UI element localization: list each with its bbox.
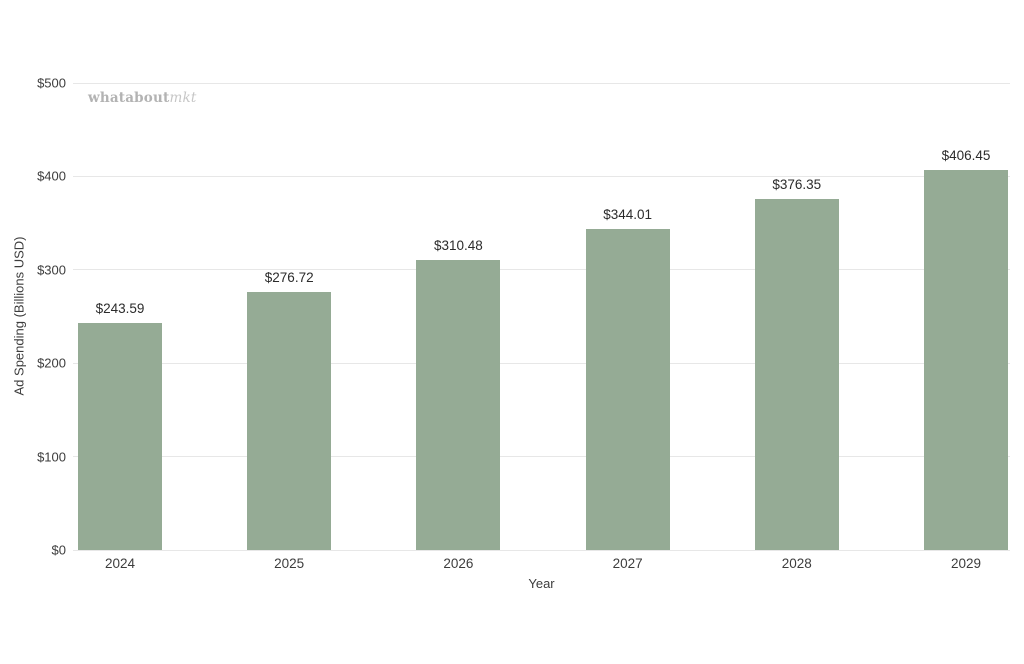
bar-value-label: $276.72 <box>264 269 314 285</box>
watermark: whataboutmkt <box>88 90 196 106</box>
bar-value-label: $406.45 <box>941 148 991 164</box>
y-tick-label: $400 <box>37 168 66 184</box>
bar-2026 <box>416 260 501 550</box>
y-tick-label: $100 <box>37 449 66 465</box>
x-tick-label: 2024 <box>104 556 136 571</box>
y-axis-title: Ad Spending (Billions USD) <box>11 236 27 396</box>
gridline <box>73 549 1010 551</box>
plot-area: $243.59 $276.72 $310.48 $344.01 $376.35 $406.… <box>73 82 1010 551</box>
gridline <box>73 456 1010 458</box>
y-tick-label: $500 <box>37 75 66 91</box>
x-tick-label: 2025 <box>274 556 305 571</box>
bar-2024 <box>78 322 162 550</box>
gridline <box>73 362 1010 364</box>
watermark-bold-text: whatabout <box>88 90 170 106</box>
y-tick-label: $300 <box>37 262 66 278</box>
bar-value-label: $243.59 <box>95 300 145 316</box>
x-tick-label: 2027 <box>612 556 643 571</box>
gridline <box>73 175 1010 177</box>
watermark-italic-text: mkt <box>169 90 197 106</box>
x-tick-label: 2026 <box>443 556 474 571</box>
bar-2028 <box>754 198 839 550</box>
x-axis-title: Year <box>528 576 555 591</box>
bar-2029 <box>924 170 1008 550</box>
bar-2025 <box>247 291 332 550</box>
bar-value-label: $344.01 <box>603 206 652 222</box>
bar-value-label: $310.48 <box>433 238 483 254</box>
y-tick-label: $200 <box>37 355 66 371</box>
gridline <box>73 269 1010 271</box>
bar-value-label: $376.35 <box>772 176 822 192</box>
x-tick-label: 2029 <box>950 556 982 571</box>
y-tick-label: $0 <box>51 542 66 558</box>
gridline <box>73 82 1010 84</box>
bar-2027 <box>585 228 670 550</box>
x-tick-label: 2028 <box>781 556 812 571</box>
